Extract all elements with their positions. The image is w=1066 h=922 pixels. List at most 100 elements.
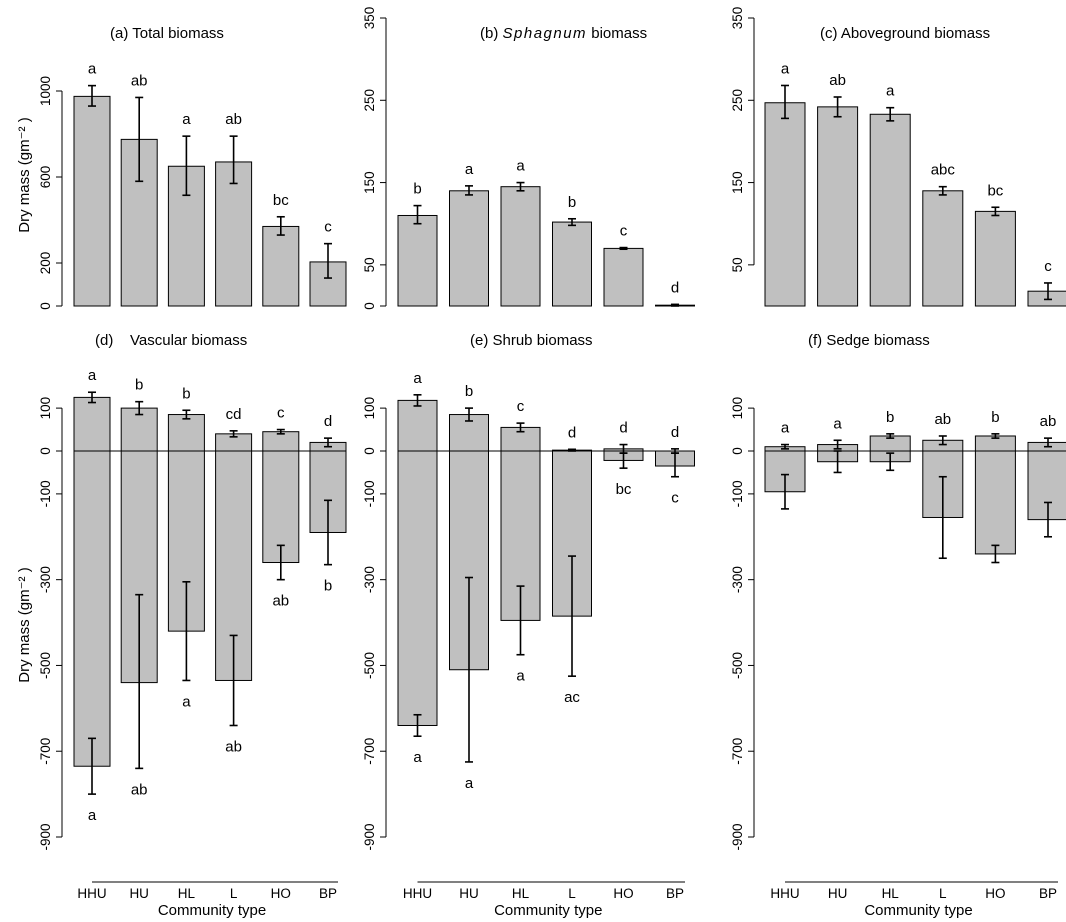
y-tick-label: 350 [730,7,745,30]
y-tick-label: 100 [730,397,745,420]
y-tick-label: 200 [38,252,53,275]
x-tick-label: L [568,886,576,901]
x-axis-label: Community type [158,902,266,919]
significance-letter: ab [225,111,242,128]
significance-letter: a [182,693,191,710]
y-tick-label: 0 [38,302,53,310]
y-axis-label: Dry mass (gm⁻² ) [16,117,33,232]
y-tick-label: -300 [730,566,745,593]
x-tick-label: HL [178,886,196,901]
significance-letter: bc [273,192,289,209]
y-tick-label: 150 [730,171,745,194]
title-part: (b) [480,25,503,42]
y-tick-label: 150 [362,171,377,194]
y-tick-label: -100 [38,480,53,507]
significance-letter: a [182,111,191,128]
y-tick-label: 0 [38,447,53,455]
panel-a: (a) Total biomass 0 200 600 1000 Dry mass (gm… [16,25,347,310]
significance-letter: ab [272,593,289,610]
y-tick-label: 0 [730,447,745,455]
significance-letter: a [781,420,790,437]
x-tick-label: HU [828,886,848,901]
significance-letter: a [516,668,525,685]
significance-letter: bc [987,182,1003,199]
bar [73,396,111,452]
significance-letter: b [324,578,332,595]
significance-letter: a [886,83,895,100]
panel-f: (f) Sedge biomass -900 -700 -500 -300 -100 0 10… [730,332,1066,919]
panel-title: (f) Sedge biomass [808,332,930,349]
y-tick-label: 50 [730,257,745,272]
x-tick-label: BP [666,886,684,901]
y-tick-label: 350 [362,7,377,30]
panel-title: (d) Vascular biomass [95,332,247,349]
significance-letter: ac [564,689,580,706]
significance-letter: b [413,181,421,198]
x-tick-label: HU [129,886,149,901]
significance-letter: a [833,415,842,432]
panel-e: (e) Shrub biomass -900 -700 -500 -300 -100 0 10… [362,332,695,919]
significance-letter: a [88,807,97,824]
y-tick-label: 1000 [38,76,53,106]
significance-letter: d [324,413,332,430]
y-tick-label: 0 [362,447,377,455]
significance-letter: abc [931,162,956,179]
significance-letter: a [413,749,422,766]
panel-b: (b) Sphagnum biomass 0 50 150 250 350 b a a b c d [362,7,695,310]
bar [262,225,300,307]
x-tick-label: BP [319,886,337,901]
significance-letter: c [517,398,525,415]
bar [73,450,111,767]
significance-letter: bc [616,481,632,498]
y-axis-label: Dry mass (gm⁻² ) [16,567,33,682]
significance-letter: a [413,370,422,387]
bar [764,102,806,307]
significance-letter: c [671,490,679,507]
bar [974,210,1016,307]
y-tick-label: -900 [730,823,745,850]
bar [262,450,300,564]
y-tick-label: -100 [362,480,377,507]
y-tick-label: 0 [362,302,377,310]
y-tick-label: 100 [362,397,377,420]
significance-letter: a [88,61,97,78]
panel-c: (c) Aboveground biomass 50 150 250 350 a ab a ab… [730,7,1066,307]
x-axis-label: Community type [864,902,972,919]
y-tick-label: 250 [362,89,377,112]
x-tick-label: HHU [77,886,106,901]
panel-d: (d) Vascular biomass -900 -700 -500 -300 -100… [16,332,347,919]
significance-letter: b [886,409,894,426]
y-tick-label: -100 [730,480,745,507]
significance-letter: a [465,775,474,792]
x-tick-label: L [230,886,238,901]
y-tick-label: 100 [38,397,53,420]
significance-letter: cd [226,406,242,423]
x-tick-label: HU [459,886,479,901]
bar [167,414,205,452]
bar [922,190,964,307]
y-tick-label: -700 [38,738,53,765]
bar [397,214,438,307]
bar [817,106,859,307]
y-tick-label: -500 [730,652,745,679]
significance-letter: a [516,158,525,175]
significance-letter: a [88,367,97,384]
bar [167,165,205,307]
y-tick-label: -500 [362,652,377,679]
panel-title: (b) Sphagnum biomass [480,25,647,42]
significance-letter: c [620,223,628,240]
bar [500,186,541,307]
significance-letter: d [619,420,627,437]
bar [603,247,644,307]
x-tick-label: HL [882,886,900,901]
significance-letter: b [465,383,473,400]
bar [397,399,438,452]
significance-letter: ab [934,411,951,428]
significance-letter: c [324,219,332,236]
y-tick-label: 600 [38,166,53,189]
panel-title: (a) Total biomass [110,25,224,42]
bar [449,190,489,307]
significance-letter: c [1044,258,1052,275]
significance-letter: ab [225,738,242,755]
